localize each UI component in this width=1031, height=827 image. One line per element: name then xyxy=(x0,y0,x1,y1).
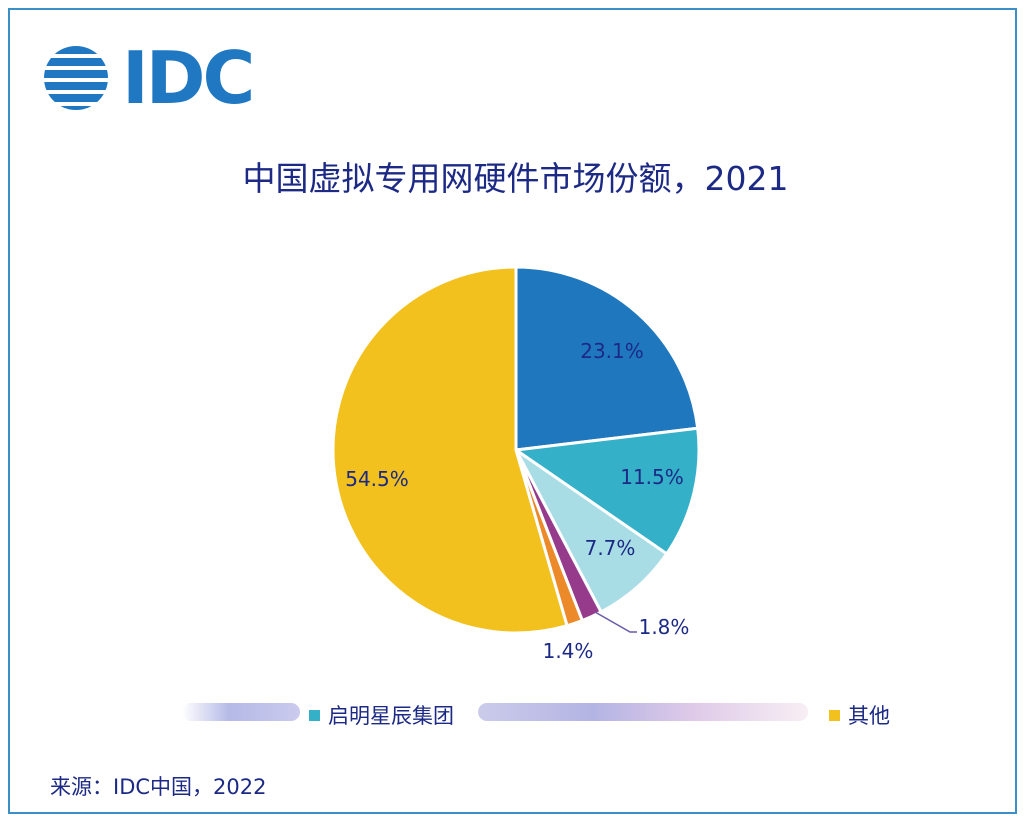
data-label: 1.8% xyxy=(639,615,690,639)
legend-label: 启明星辰集团 xyxy=(328,704,454,728)
legend-blurred-middle xyxy=(478,703,808,721)
logo-text: IDC xyxy=(122,36,255,120)
idc-logo: IDC xyxy=(42,36,282,120)
legend-swatch xyxy=(829,709,840,721)
data-label: 54.5% xyxy=(345,467,409,491)
chart-title: 中国虚拟专用网硬件市场份额，2021 xyxy=(242,159,789,198)
data-label: 11.5% xyxy=(620,465,684,489)
legend-swatch xyxy=(309,709,320,721)
source-note: 来源：IDC中国，2022 xyxy=(50,775,267,799)
legend-blurred-left xyxy=(182,703,300,721)
pie-slice xyxy=(331,265,569,635)
pie-slice xyxy=(514,265,700,452)
pie-slice xyxy=(514,426,701,556)
globe-icon xyxy=(44,46,108,110)
legend-label: 其他 xyxy=(848,704,890,728)
leader-line xyxy=(594,611,637,633)
data-label: 7.7% xyxy=(585,536,636,560)
data-label: 1.4% xyxy=(543,639,594,663)
legend-item-qiming: 启明星辰集团 xyxy=(309,700,454,730)
legend-item-other: 其他 xyxy=(829,700,890,730)
data-label: 23.1% xyxy=(580,339,644,363)
